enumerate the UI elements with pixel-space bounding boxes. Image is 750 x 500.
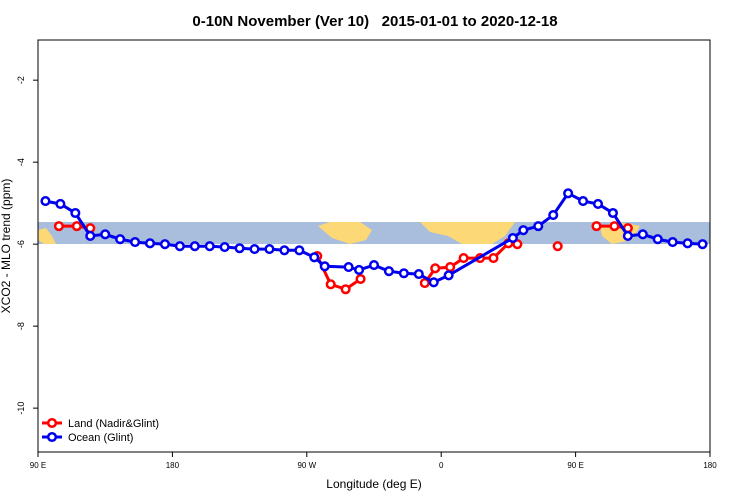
point xyxy=(319,261,330,272)
point xyxy=(325,279,336,290)
y-tick-label: -4 xyxy=(16,158,26,166)
y-axis-label: XCO2 - MLO trend (ppm) xyxy=(0,179,13,314)
point xyxy=(430,263,441,274)
point xyxy=(428,277,439,288)
point xyxy=(204,241,215,252)
x-axis-label: Longitude (deg E) xyxy=(326,477,421,491)
point xyxy=(637,229,648,240)
point xyxy=(249,244,260,255)
x-tick-label: 90 E xyxy=(30,461,46,470)
point xyxy=(398,268,409,279)
x-tick-label: 0 xyxy=(439,461,444,470)
point xyxy=(234,243,245,254)
point xyxy=(144,238,156,249)
point xyxy=(354,264,365,276)
y-tick-label: -8 xyxy=(16,322,26,330)
y-tick-label: -6 xyxy=(16,240,26,248)
legend: Land (Nadir&Glint) Ocean (Glint) xyxy=(42,417,159,444)
y-tick-label: -10 xyxy=(16,402,26,415)
point xyxy=(130,237,141,248)
point xyxy=(383,266,394,277)
point xyxy=(115,234,126,245)
point xyxy=(264,244,275,255)
land-patch xyxy=(420,222,515,244)
plot-frame xyxy=(37,39,711,453)
point xyxy=(622,230,633,242)
point xyxy=(368,260,380,271)
point xyxy=(174,241,185,252)
point xyxy=(682,238,693,249)
x-tick-label: 180 xyxy=(703,461,717,470)
point xyxy=(488,253,499,264)
point xyxy=(355,273,366,285)
land-patch xyxy=(318,222,372,244)
point xyxy=(55,198,66,210)
point xyxy=(189,241,200,252)
point xyxy=(70,207,81,219)
x-tick-label: 90 W xyxy=(297,461,316,470)
legend-label: Land (Nadir&Glint) xyxy=(68,418,159,430)
land-patch xyxy=(38,228,56,244)
point xyxy=(343,262,354,273)
point xyxy=(100,229,111,240)
legend-marker xyxy=(46,417,58,429)
point xyxy=(443,270,454,281)
point xyxy=(578,196,589,207)
point xyxy=(552,241,563,252)
point xyxy=(40,196,51,207)
point xyxy=(697,239,708,250)
x-tick-label: 180 xyxy=(166,461,180,470)
point xyxy=(413,269,424,280)
point xyxy=(652,234,663,245)
point xyxy=(592,198,604,210)
point xyxy=(667,237,678,248)
x-tick-label: 90 E xyxy=(567,461,583,470)
legend-marker xyxy=(46,431,58,443)
point xyxy=(591,221,602,232)
y-tick-label: -2 xyxy=(16,76,26,84)
point xyxy=(419,278,430,289)
point xyxy=(518,225,529,236)
point xyxy=(607,207,618,219)
point xyxy=(609,221,620,232)
point xyxy=(159,239,170,250)
point xyxy=(85,230,96,242)
point xyxy=(458,253,469,264)
point xyxy=(219,241,230,253)
point xyxy=(340,284,351,295)
point xyxy=(294,245,305,256)
point xyxy=(533,221,544,232)
point xyxy=(507,232,518,244)
point xyxy=(53,221,64,232)
point xyxy=(445,262,456,273)
chart-title: 0-10N November (Ver 10) 2015-01-01 to 20… xyxy=(192,13,557,30)
series xyxy=(40,188,708,288)
point xyxy=(71,221,82,232)
point xyxy=(279,245,290,256)
point xyxy=(548,209,559,221)
legend-label: Ocean (Glint) xyxy=(68,432,133,444)
point xyxy=(309,252,320,263)
point xyxy=(563,188,574,199)
